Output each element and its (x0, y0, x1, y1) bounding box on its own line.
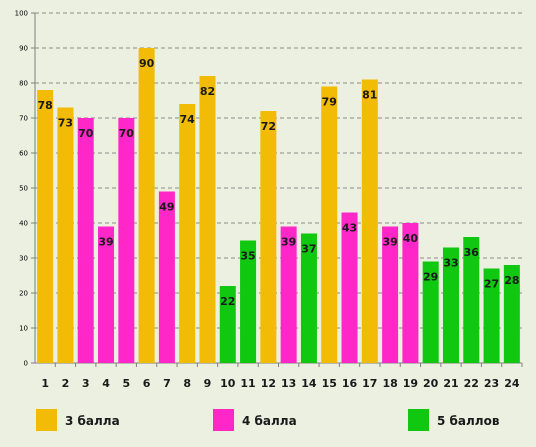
bar (260, 111, 277, 363)
legend-swatch (408, 409, 429, 431)
bar (442, 247, 459, 363)
bar (199, 76, 216, 363)
x-tick-label: 8 (183, 377, 191, 390)
bar (341, 212, 358, 363)
bar (57, 107, 74, 363)
bar (98, 226, 115, 363)
x-tick-label: 21 (443, 377, 458, 390)
bar-value-label: 81 (362, 89, 377, 102)
x-tick-label: 24 (504, 377, 520, 390)
bar (361, 79, 378, 363)
x-tick-label: 13 (281, 377, 296, 390)
bar-value-label: 39 (98, 236, 113, 249)
x-tick-label: 2 (62, 377, 70, 390)
x-tick-label: 4 (102, 377, 110, 390)
bar (483, 268, 500, 363)
bar-value-label: 37 (301, 243, 316, 256)
x-tick-label: 1 (41, 377, 49, 390)
y-tick-label: 50 (19, 185, 28, 193)
bar (240, 240, 257, 363)
legend-label: 4 балла (242, 414, 297, 428)
bar-value-label: 73 (58, 117, 73, 130)
x-tick-label: 14 (301, 377, 317, 390)
bar-value-label: 33 (443, 257, 458, 270)
y-tick-label: 40 (19, 220, 28, 228)
legend: 3 балла 4 балла 5 баллов (36, 409, 500, 431)
y-tick-label: 80 (19, 80, 28, 88)
bar (300, 233, 317, 363)
bar (118, 118, 135, 363)
bar-value-label: 82 (200, 85, 215, 98)
bars (37, 48, 520, 363)
bar-value-label: 28 (504, 274, 519, 287)
legend-swatch (36, 409, 57, 431)
bar-value-label: 27 (484, 278, 499, 291)
bar-value-label: 22 (220, 295, 235, 308)
bar-value-label: 90 (139, 57, 155, 70)
x-tick-label: 12 (261, 377, 276, 390)
x-tick-label: 17 (362, 377, 377, 390)
x-tick-label: 19 (403, 377, 418, 390)
x-tick-label: 15 (322, 377, 337, 390)
bar (321, 86, 338, 363)
x-tick-label: 9 (204, 377, 212, 390)
bar (179, 104, 196, 363)
x-tick-label: 22 (464, 377, 479, 390)
bar (402, 223, 419, 363)
bar (77, 118, 94, 363)
bar-value-label: 40 (403, 232, 419, 245)
bar (158, 191, 175, 363)
x-tick-label: 18 (382, 377, 397, 390)
x-tick-label: 10 (220, 377, 236, 390)
x-tick-label: 11 (240, 377, 255, 390)
x-tick-label: 7 (163, 377, 171, 390)
x-tick-label: 20 (423, 377, 439, 390)
bar-value-label: 43 (342, 222, 357, 235)
bar-value-label: 70 (78, 127, 94, 140)
bar (280, 226, 297, 363)
x-tick-label: 16 (342, 377, 358, 390)
data-labels: 78 73 70 39 70 90 49 74 82 22 35 72 39 37 79 43 81 39 40 29… (37, 57, 519, 308)
y-tick-label: 100 (15, 10, 28, 18)
bar-value-label: 79 (322, 96, 337, 109)
bar-value-label: 36 (464, 246, 480, 259)
x-tick-label: 23 (484, 377, 499, 390)
x-tick-label: 5 (122, 377, 130, 390)
bar-value-label: 39 (281, 236, 296, 249)
bar-value-label: 35 (240, 250, 255, 263)
bar-value-label: 49 (159, 201, 174, 214)
y-tick-label: 30 (19, 255, 28, 263)
y-tick-label: 90 (19, 45, 28, 53)
y-tick-label: 0 (24, 360, 28, 368)
bar-value-label: 74 (180, 113, 196, 126)
x-tick-label: 3 (82, 377, 90, 390)
y-tick-label: 10 (19, 325, 28, 333)
bar-value-label: 70 (119, 127, 135, 140)
y-tick-label: 20 (19, 290, 28, 298)
bar-value-label: 72 (261, 120, 276, 133)
bar-value-label: 29 (423, 271, 438, 284)
bar (138, 48, 155, 363)
bar (463, 237, 480, 363)
y-tick-label: 70 (19, 115, 28, 123)
bar-value-label: 39 (382, 236, 397, 249)
x-tick-label: 6 (143, 377, 151, 390)
y-tick-label: 60 (19, 150, 28, 158)
bar (503, 265, 520, 363)
bar (37, 90, 54, 363)
legend-label: 5 баллов (437, 414, 500, 428)
legend-swatch (213, 409, 234, 431)
bar (422, 261, 439, 363)
bar-value-label: 78 (37, 99, 52, 112)
legend-label: 3 балла (65, 414, 120, 428)
bar (219, 286, 236, 363)
bar (382, 226, 399, 363)
